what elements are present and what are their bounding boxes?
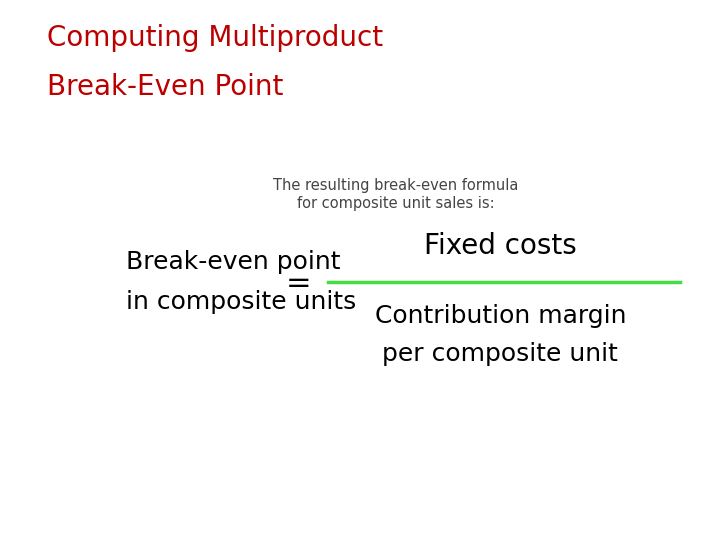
Text: Break-Even Point: Break-Even Point xyxy=(47,73,283,101)
Text: Fixed costs: Fixed costs xyxy=(424,232,577,260)
Text: Computing Multiproduct: Computing Multiproduct xyxy=(47,24,383,52)
Text: per composite unit: per composite unit xyxy=(382,342,618,366)
Text: The resulting break-even formula
for composite unit sales is:: The resulting break-even formula for com… xyxy=(274,178,518,211)
Text: Contribution margin: Contribution margin xyxy=(374,304,626,328)
Text: =: = xyxy=(286,269,312,298)
Text: in composite units: in composite units xyxy=(126,291,356,314)
Text: Break-even point: Break-even point xyxy=(126,250,341,274)
